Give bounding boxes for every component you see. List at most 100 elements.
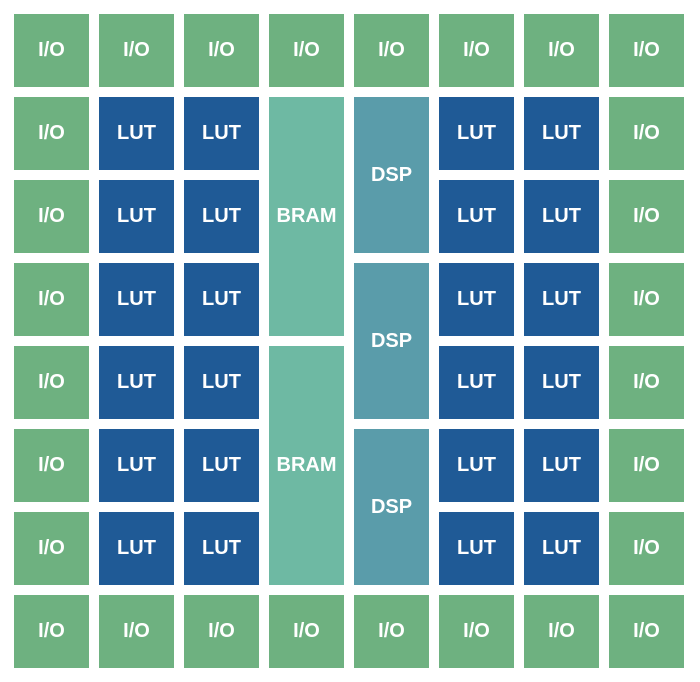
lut-block: LUT [99,180,174,253]
io-label: I/O [378,39,405,62]
lut-label: LUT [202,371,241,394]
io-block: I/O [609,346,684,419]
io-label: I/O [38,288,65,311]
io-label: I/O [208,39,235,62]
lut-block: LUT [439,263,514,336]
io-label: I/O [633,537,660,560]
io-label: I/O [293,620,320,643]
io-label: I/O [38,122,65,145]
lut-label: LUT [542,454,581,477]
io-block: I/O [99,595,174,668]
lut-label: LUT [457,205,496,228]
io-label: I/O [38,454,65,477]
io-label: I/O [633,371,660,394]
io-block: I/O [609,97,684,170]
io-label: I/O [123,620,150,643]
lut-block: LUT [99,429,174,502]
io-block: I/O [14,14,89,87]
lut-label: LUT [457,454,496,477]
lut-label: LUT [542,122,581,145]
io-block: I/O [14,346,89,419]
io-label: I/O [548,39,575,62]
io-block: I/O [524,14,599,87]
lut-block: LUT [184,429,259,502]
io-label: I/O [633,454,660,477]
io-label: I/O [38,620,65,643]
bram-label: BRAM [277,205,337,228]
lut-block: LUT [99,512,174,585]
lut-block: LUT [524,429,599,502]
lut-block: LUT [524,180,599,253]
io-block: I/O [609,14,684,87]
bram-block: BRAM [269,346,344,585]
lut-label: LUT [117,205,156,228]
io-block: I/O [609,263,684,336]
io-label: I/O [38,371,65,394]
io-block: I/O [269,14,344,87]
io-block: I/O [99,14,174,87]
io-label: I/O [378,620,405,643]
io-label: I/O [38,205,65,228]
io-block: I/O [524,595,599,668]
lut-block: LUT [524,346,599,419]
lut-block: LUT [184,180,259,253]
lut-block: LUT [99,263,174,336]
lut-block: LUT [439,97,514,170]
lut-label: LUT [202,205,241,228]
io-label: I/O [293,39,320,62]
io-block: I/O [609,429,684,502]
io-block: I/O [354,14,429,87]
lut-block: LUT [184,263,259,336]
lut-label: LUT [117,454,156,477]
io-block: I/O [14,97,89,170]
lut-label: LUT [202,454,241,477]
io-block: I/O [354,595,429,668]
bram-block: BRAM [269,97,344,336]
lut-label: LUT [457,371,496,394]
io-label: I/O [633,205,660,228]
lut-label: LUT [542,205,581,228]
io-label: I/O [38,537,65,560]
lut-label: LUT [202,288,241,311]
lut-block: LUT [439,429,514,502]
io-block: I/O [609,595,684,668]
dsp-label: DSP [371,330,412,353]
io-block: I/O [14,429,89,502]
io-label: I/O [633,288,660,311]
dsp-block: DSP [354,97,429,253]
io-block: I/O [269,595,344,668]
lut-block: LUT [524,512,599,585]
io-block: I/O [14,512,89,585]
fpga-floorplan: I/O I/O I/O I/O I/O I/O I/O I/O I/O LUT LUT LUT LUT I… [0,0,700,682]
io-block: I/O [14,263,89,336]
io-block: I/O [439,595,514,668]
io-label: I/O [38,39,65,62]
io-label: I/O [123,39,150,62]
io-label: I/O [633,620,660,643]
dsp-label: DSP [371,164,412,187]
io-block: I/O [439,14,514,87]
lut-block: LUT [524,263,599,336]
lut-block: LUT [439,512,514,585]
lut-label: LUT [457,288,496,311]
lut-label: LUT [457,537,496,560]
bram-label: BRAM [277,454,337,477]
io-label: I/O [633,39,660,62]
io-label: I/O [463,620,490,643]
lut-block: LUT [184,346,259,419]
io-label: I/O [633,122,660,145]
lut-block: LUT [184,512,259,585]
lut-label: LUT [117,288,156,311]
lut-block: LUT [439,346,514,419]
io-block: I/O [609,512,684,585]
lut-label: LUT [457,122,496,145]
io-label: I/O [208,620,235,643]
lut-label: LUT [117,122,156,145]
io-label: I/O [463,39,490,62]
io-block: I/O [609,180,684,253]
io-block: I/O [14,595,89,668]
lut-label: LUT [202,537,241,560]
lut-block: LUT [99,346,174,419]
io-block: I/O [14,180,89,253]
lut-block: LUT [524,97,599,170]
